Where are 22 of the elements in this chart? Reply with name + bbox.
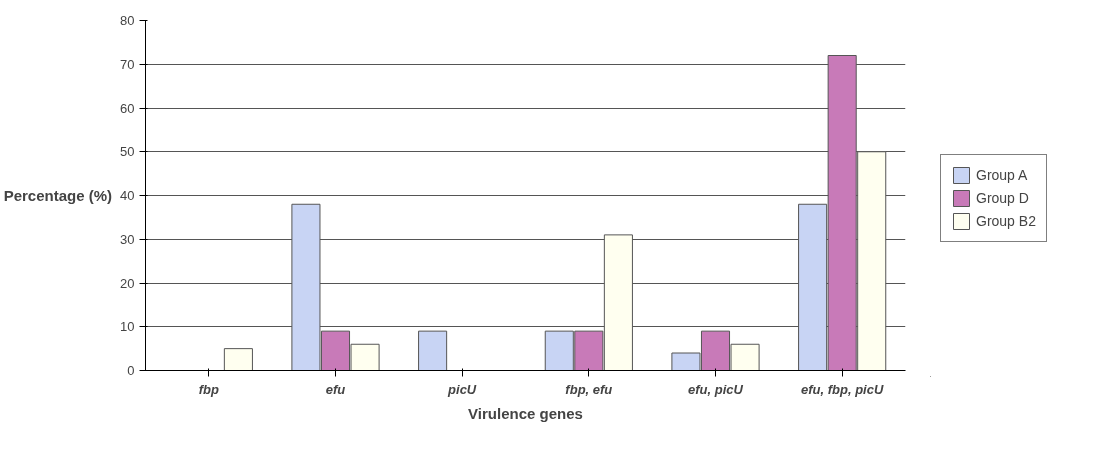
- x-tick-label: efu: [325, 381, 346, 397]
- y-tick-label: 0: [127, 363, 135, 378]
- x-axis-title: Virulence genes: [468, 404, 583, 422]
- y-tick-label: 80: [120, 13, 135, 28]
- y-tick-label: 40: [120, 188, 135, 203]
- y-tick-label: 70: [120, 56, 135, 72]
- y-tick-label: 50: [120, 144, 135, 160]
- x-tick-label: fbp: [198, 381, 219, 397]
- legend-label: Group B2: [976, 213, 1036, 229]
- y-tick-label: 60: [120, 100, 135, 116]
- y-axis-title: Percentage (%): [3, 187, 113, 204]
- y-tick-label: 30: [120, 231, 135, 247]
- legend-label: Group D: [976, 190, 1029, 206]
- y-tick-label: 20: [120, 275, 135, 291]
- legend-label: Group A: [976, 167, 1028, 183]
- x-tick-label: efu, picU: [688, 381, 744, 397]
- bar: [223, 348, 253, 371]
- y-tick-label: 10: [120, 319, 135, 335]
- x-tick-label: picU: [447, 381, 477, 397]
- x-tick-label: efu, fbp, picU: [801, 381, 884, 397]
- bar: [418, 330, 448, 371]
- x-tick-label: fbp, efu: [565, 381, 613, 397]
